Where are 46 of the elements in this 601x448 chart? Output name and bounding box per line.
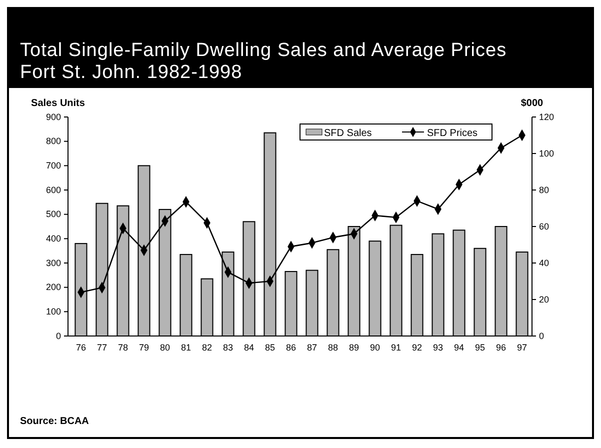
x-tick-label: 91: [391, 342, 402, 352]
y-tick-label: 800: [46, 136, 61, 146]
y2-tick-label: 80: [539, 184, 550, 195]
x-tick-label: 85: [264, 342, 276, 352]
x-tick-label: 78: [118, 342, 128, 352]
y-tick-label: 400: [46, 234, 61, 244]
y-tick-label: 900: [46, 112, 61, 122]
y-tick-label: 100: [46, 306, 61, 317]
y2-tick-label: 100: [539, 148, 554, 158]
chart-title: Total Single-Family Dwelling Sales and Average Prices: [20, 40, 507, 61]
x-tick-label: 76: [76, 342, 86, 352]
y-tick-label: 300: [46, 258, 61, 268]
y2-tick-label: 40: [539, 258, 550, 268]
legend-label: SFD Sales: [324, 128, 372, 139]
x-tick-label: 89: [349, 342, 360, 352]
x-tick-label: 93: [433, 342, 444, 352]
y-tick-label: 0: [56, 330, 61, 341]
y2-tick-label: 0: [539, 330, 544, 341]
y2-axis-title: $000: [520, 98, 544, 109]
x-tick-label: 82: [202, 342, 212, 352]
y2-tick-label: 120: [539, 112, 554, 122]
x-tick-label: 88: [328, 342, 338, 352]
x-tick-label: 92: [412, 342, 422, 352]
legend-label: SFD Prices: [427, 128, 478, 139]
x-tick-label: 95: [475, 342, 486, 352]
y-axis-title: Sales Units: [31, 98, 86, 109]
x-tick-label: 90: [370, 342, 380, 352]
x-tick-label: 96: [496, 342, 506, 352]
y-tick-label: 700: [46, 160, 61, 171]
x-tick-label: 80: [160, 342, 170, 352]
y2-tick-label: 60: [539, 221, 550, 232]
x-tick-label: 83: [222, 342, 233, 352]
x-tick-label: 87: [306, 342, 318, 352]
x-tick-label: 81: [180, 342, 191, 352]
y-tick-label: 200: [46, 282, 61, 292]
y-tick-label: 500: [46, 209, 61, 220]
x-tick-label: 94: [454, 342, 464, 352]
x-tick-label: 84: [244, 342, 254, 352]
chart-subtitle: Fort St. John. 1982-1998: [20, 62, 242, 83]
x-tick-label: 97: [517, 342, 528, 352]
x-tick-label: 79: [138, 342, 149, 352]
y2-tick-label: 20: [539, 294, 550, 304]
y-tick-label: 600: [46, 184, 61, 195]
source-note: Source: BCAA: [20, 416, 89, 427]
x-tick-label: 86: [286, 342, 296, 352]
x-tick-label: 77: [96, 342, 107, 352]
